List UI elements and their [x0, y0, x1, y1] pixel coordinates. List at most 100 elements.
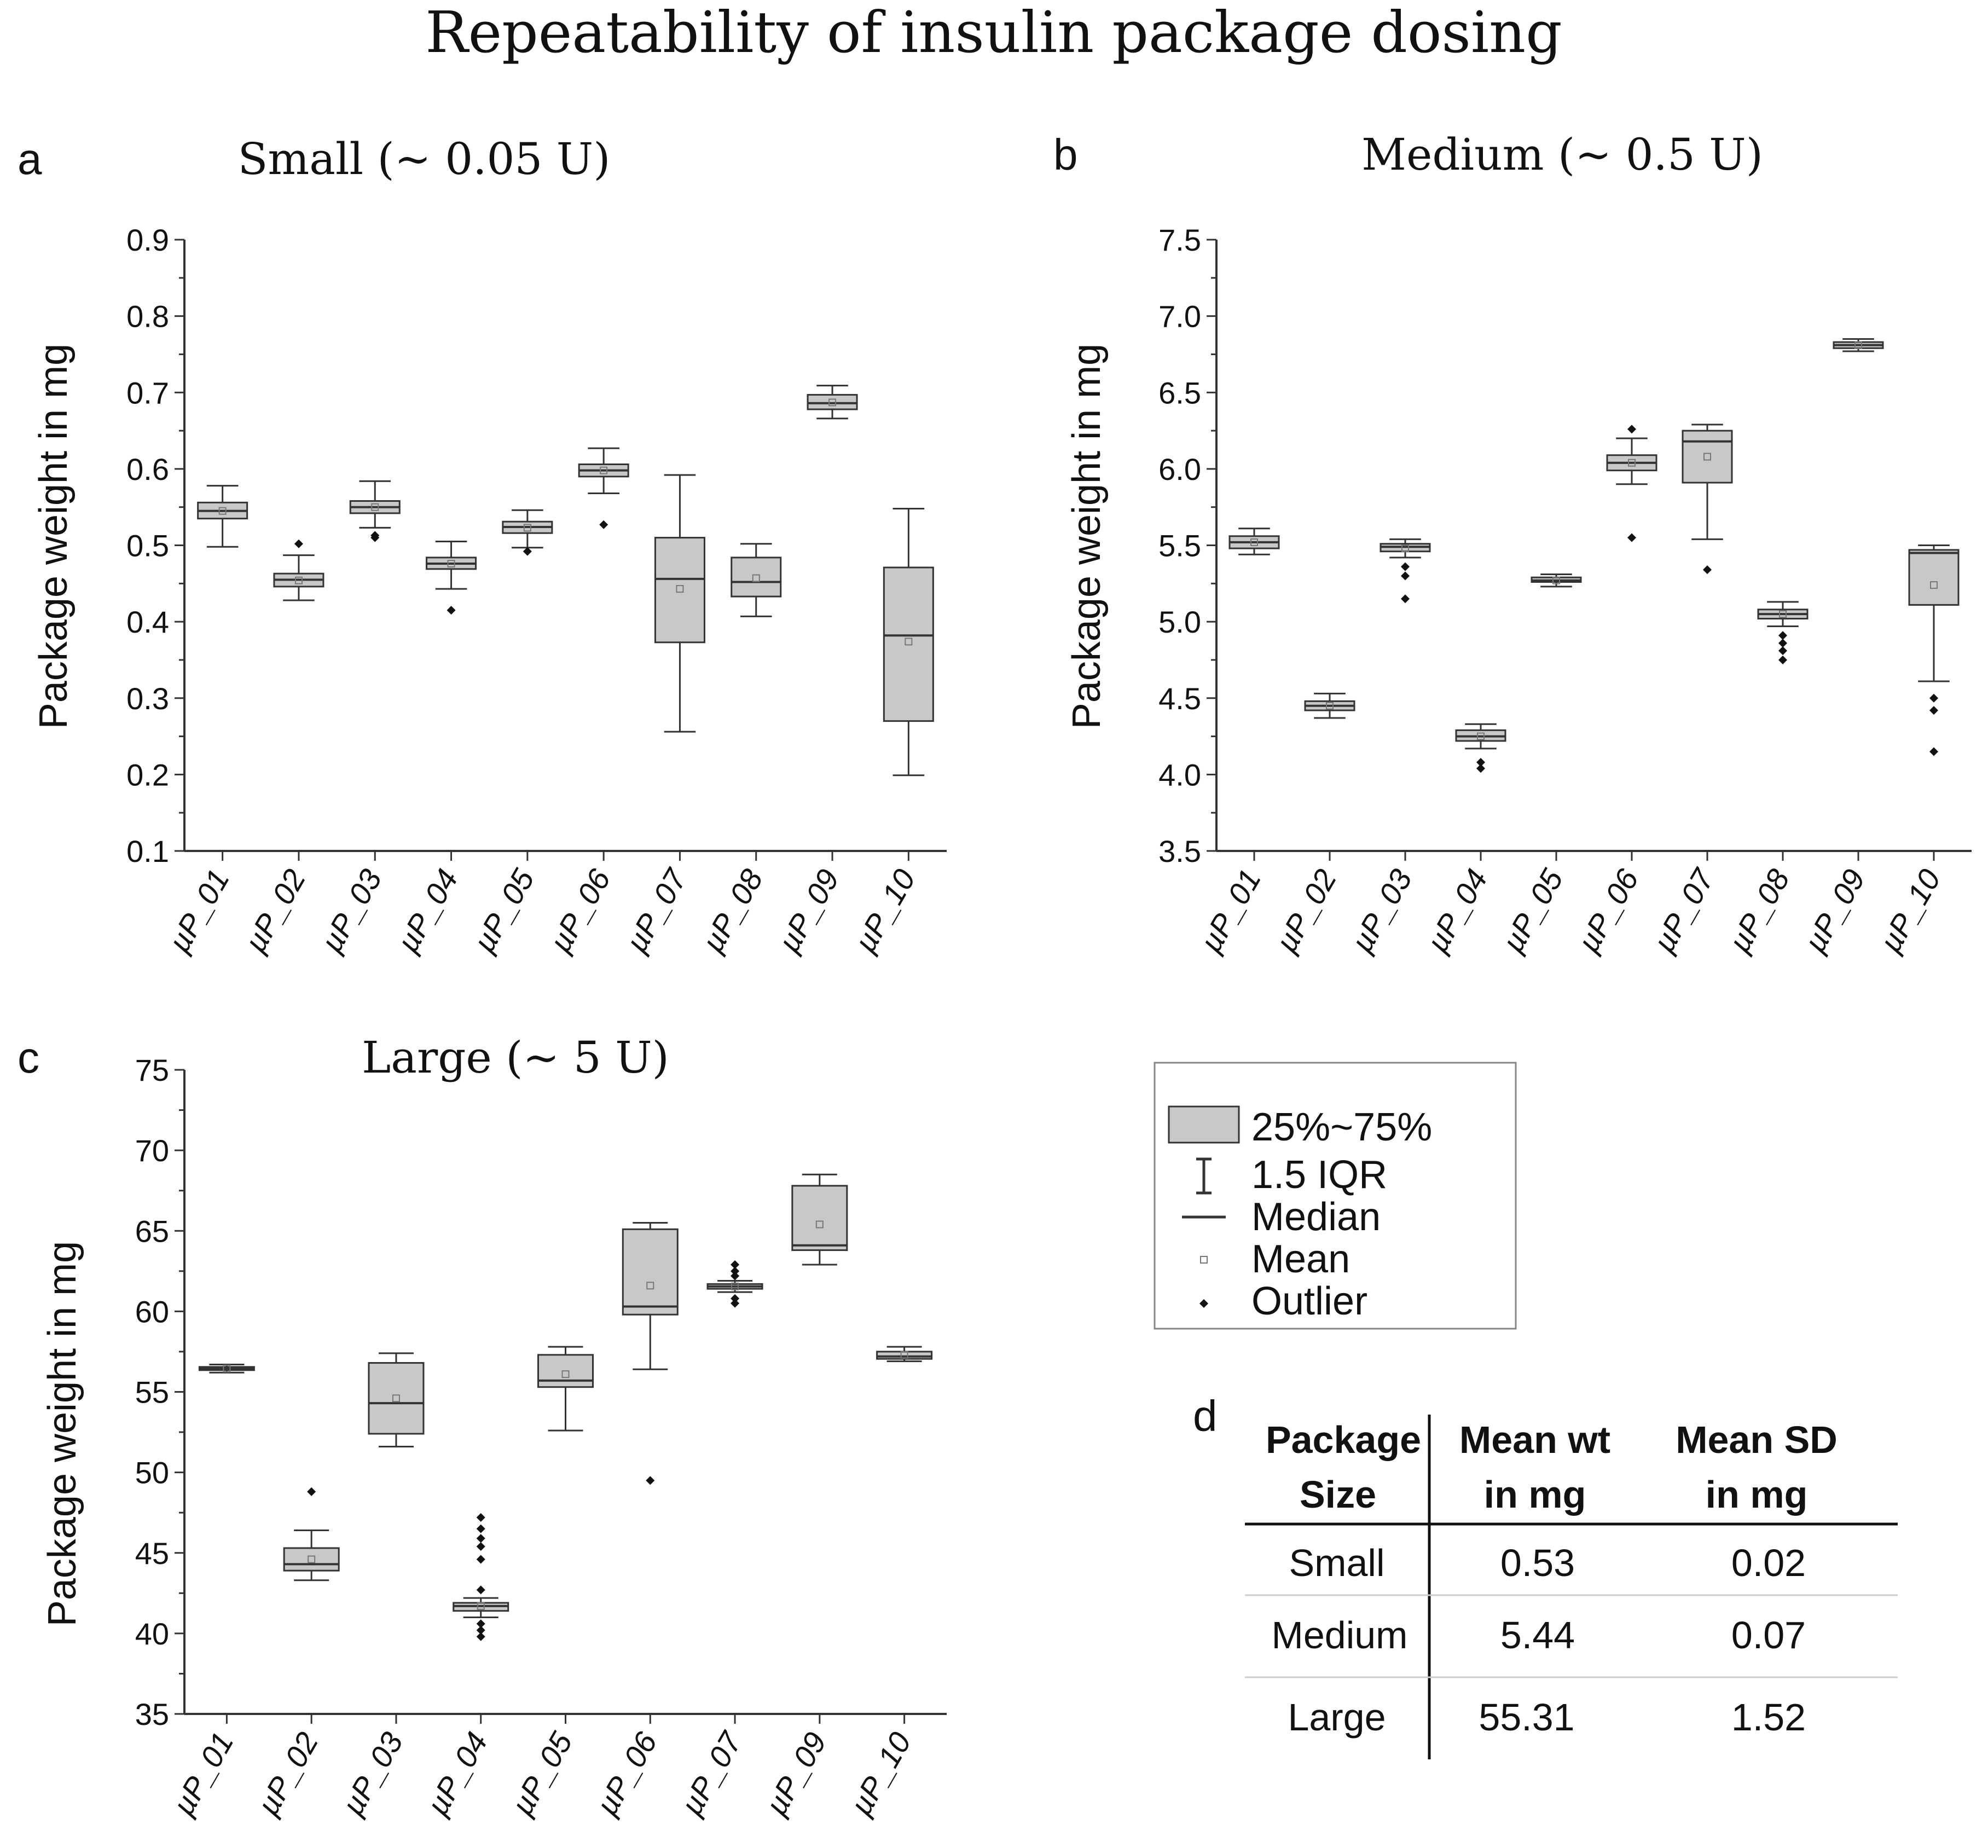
- mean-marker: [223, 1364, 231, 1372]
- mean-marker: [1703, 453, 1711, 461]
- box-p07: [1682, 424, 1733, 575]
- outlier-point: [646, 1476, 655, 1485]
- legend-label-median: Median: [1251, 1195, 1381, 1239]
- iqr-box: [883, 566, 934, 722]
- outlier-point: [476, 1524, 485, 1533]
- outlier-point: [476, 1513, 485, 1522]
- box-p09: [791, 1173, 848, 1266]
- x-tick-label: µP_05: [504, 1726, 579, 1821]
- outlier-point: [523, 547, 532, 556]
- iqr-box: [1908, 549, 1960, 606]
- x-tick-label: µP_04: [390, 864, 465, 959]
- table-cell: 0.53: [1500, 1542, 1575, 1584]
- mean-marker: [1854, 341, 1862, 349]
- x-tick-label: µP_09: [771, 864, 846, 959]
- x-tick-label: µP_03: [314, 864, 389, 959]
- legend-label-outlier: Outlier: [1251, 1279, 1367, 1323]
- legend-whisker-icon: [1196, 1157, 1212, 1195]
- box-p05: [1531, 573, 1582, 588]
- y-tick-label: 60: [135, 1294, 169, 1329]
- iqr-box: [1682, 430, 1733, 484]
- iqr-box: [731, 557, 782, 598]
- box-p08: [1757, 601, 1809, 664]
- x-tick-label: µP_01: [165, 1727, 240, 1822]
- mean-marker: [308, 1555, 316, 1563]
- outlier-point: [599, 520, 608, 529]
- x-tick-label: µP_07: [674, 1725, 749, 1821]
- box-p10: [876, 1346, 933, 1363]
- iqr-box: [283, 1547, 340, 1572]
- figure-title: Repeatability of insulin package dosing: [425, 0, 1562, 66]
- table-header-size-line1: Package: [1266, 1418, 1421, 1461]
- mean-marker: [1930, 581, 1938, 589]
- x-tick-label: µP_08: [695, 864, 770, 959]
- panel-b: b Medium (~ 0.5 U) Package weight in mg …: [1053, 129, 1972, 958]
- y-tick-label: 0.7: [126, 375, 169, 410]
- mean-marker: [676, 585, 684, 593]
- mean-marker: [218, 507, 227, 515]
- box-p08: [731, 543, 782, 617]
- table-cell: Medium: [1272, 1614, 1408, 1656]
- panel-c-ylabel: Package weight in mg: [40, 1241, 84, 1626]
- mean-marker: [1250, 538, 1258, 546]
- table-header-sd-line2: in mg: [1706, 1473, 1808, 1516]
- outlier-point: [307, 1487, 316, 1496]
- x-tick-label: µP_02: [250, 1727, 325, 1822]
- outlier-point: [1401, 594, 1410, 604]
- outlier-point: [476, 1534, 485, 1543]
- mean-marker: [371, 503, 379, 511]
- box-p01: [1228, 528, 1280, 555]
- y-tick-label: 0.1: [126, 834, 169, 868]
- outlier-point: [1929, 706, 1938, 715]
- x-tick-label: µP_02: [1268, 864, 1343, 959]
- box-p06: [578, 447, 629, 529]
- outlier-point: [476, 1542, 485, 1551]
- mean-marker: [600, 466, 608, 474]
- table-cell: 5.44: [1500, 1614, 1575, 1656]
- mean-marker: [392, 1394, 400, 1403]
- x-tick-label: µP_09: [1797, 864, 1872, 959]
- mean-marker: [1552, 576, 1560, 584]
- box-p02: [1304, 692, 1355, 719]
- box-p10: [1908, 544, 1960, 756]
- table-cell: 0.02: [1731, 1542, 1806, 1584]
- panel-a-letter: a: [18, 135, 42, 183]
- x-tick-label: µP_04: [420, 1727, 495, 1822]
- box-p05: [537, 1346, 594, 1432]
- mean-marker: [828, 398, 837, 407]
- mean-marker: [752, 574, 760, 582]
- y-tick-label: 55: [135, 1375, 169, 1410]
- box-p09: [1833, 338, 1884, 352]
- box-p05: [502, 509, 553, 556]
- outlier-point: [1476, 758, 1485, 767]
- y-tick-label: 0.8: [126, 299, 169, 334]
- box-p09: [807, 385, 858, 420]
- y-tick-label: 70: [135, 1133, 169, 1168]
- table-panel-letter: d: [1193, 1392, 1218, 1440]
- x-tick-label: µP_01: [1193, 864, 1268, 959]
- box-p03: [368, 1352, 425, 1448]
- y-tick-label: 65: [135, 1214, 169, 1248]
- outlier-point: [476, 1555, 485, 1564]
- x-tick-label: µP_10: [1873, 864, 1948, 959]
- box-p04: [426, 541, 477, 615]
- box-p03: [1380, 538, 1431, 604]
- mean-marker: [731, 1282, 739, 1290]
- legend-label-mean: Mean: [1251, 1237, 1350, 1281]
- outlier-point: [1778, 639, 1787, 648]
- y-tick-label: 5.0: [1158, 605, 1201, 639]
- box-p02: [283, 1487, 340, 1581]
- outlier-point: [1703, 565, 1712, 575]
- mean-marker: [1401, 544, 1409, 553]
- y-tick-label: 35: [135, 1697, 169, 1731]
- outlier-point: [476, 1619, 485, 1629]
- x-tick-label: µP_06: [542, 863, 617, 958]
- iqr-box: [791, 1185, 848, 1252]
- y-tick-label: 75: [135, 1053, 169, 1087]
- legend-mean-icon: [1200, 1256, 1208, 1264]
- x-tick-label: µP_07: [1646, 862, 1722, 958]
- legend-label-whisker: 1.5 IQR: [1251, 1153, 1387, 1197]
- box-p07: [706, 1260, 763, 1308]
- outlier-point: [1929, 747, 1938, 756]
